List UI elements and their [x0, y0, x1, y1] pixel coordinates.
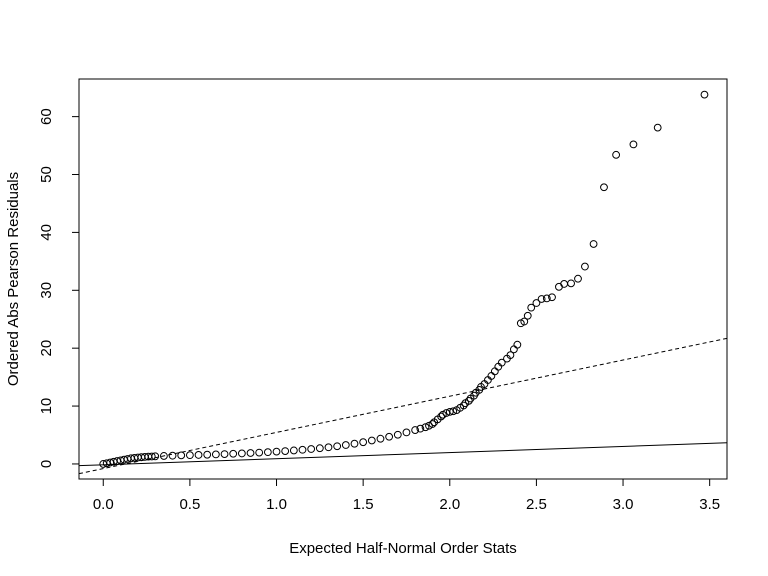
data-point — [574, 274, 582, 283]
x-tick-label: 1.5 — [353, 496, 374, 513]
x-axis: 0.0 0.5 1.0 1.5 2.0 2.5 3.0 3.5 — [93, 479, 720, 513]
data-point — [445, 407, 454, 416]
data-point — [442, 409, 451, 417]
data-point — [177, 451, 186, 460]
data-point — [159, 452, 168, 460]
y-tick-label: 40 — [38, 224, 55, 241]
data-point — [506, 351, 515, 360]
data-point — [151, 452, 160, 461]
data-point — [600, 183, 608, 192]
data-point — [350, 439, 359, 448]
data-point — [532, 299, 541, 307]
data-point — [307, 445, 316, 453]
data-point — [229, 449, 238, 458]
data-point — [298, 445, 307, 454]
data-point — [385, 432, 394, 441]
data-point — [402, 428, 411, 437]
data-point — [459, 401, 468, 410]
data-point — [376, 434, 385, 443]
data-point — [700, 90, 709, 99]
data-point — [449, 407, 458, 416]
data-point — [289, 446, 298, 455]
data-point — [567, 279, 575, 288]
data-point — [333, 442, 342, 451]
data-point — [581, 262, 589, 271]
y-tick-label: 30 — [38, 282, 55, 299]
x-tick-label: 2.0 — [439, 496, 460, 513]
data-point — [555, 282, 563, 291]
y-tick-label: 20 — [38, 340, 55, 357]
data-point — [548, 293, 556, 302]
data-point — [211, 450, 220, 459]
data-point — [246, 449, 255, 457]
data-point — [359, 438, 368, 447]
data-point — [324, 443, 333, 452]
data-point — [464, 396, 473, 405]
data-point — [315, 444, 324, 453]
y-tick-label: 0 — [38, 460, 55, 468]
data-point — [520, 317, 529, 326]
data-point — [653, 123, 662, 132]
x-axis-title: Expected Half-Normal Order Stats — [289, 540, 517, 557]
data-point — [411, 426, 420, 434]
data-point — [490, 367, 499, 376]
x-tick-label: 3.5 — [699, 496, 720, 513]
x-tick-label: 2.5 — [526, 496, 547, 513]
data-point — [523, 311, 532, 320]
data-point — [416, 424, 425, 433]
data-point — [220, 450, 229, 459]
y-tick-label: 60 — [38, 108, 55, 125]
data-point — [194, 451, 203, 459]
plot-box — [78, 78, 728, 480]
data-point — [272, 447, 281, 456]
data-points — [99, 90, 709, 468]
data-point — [589, 240, 598, 248]
data-point — [560, 280, 569, 288]
data-point — [542, 294, 551, 303]
data-point — [537, 295, 546, 303]
y-axis-title: Ordered Abs Pearson Residuals — [5, 172, 22, 386]
data-point — [367, 436, 376, 445]
data-point — [428, 420, 437, 428]
reference-line — [78, 442, 728, 467]
x-tick-label: 1.0 — [266, 496, 287, 513]
data-point — [185, 451, 194, 460]
data-point — [629, 140, 638, 149]
data-point — [281, 447, 290, 455]
data-point — [168, 451, 177, 460]
data-point — [513, 340, 522, 349]
data-point — [421, 423, 430, 432]
data-point — [497, 358, 506, 367]
data-point — [393, 430, 402, 439]
data-point — [509, 345, 518, 354]
envelope-line — [78, 337, 728, 475]
x-tick-label: 0.5 — [179, 496, 200, 513]
data-point — [203, 450, 212, 459]
data-point — [237, 449, 246, 458]
y-tick-label: 10 — [38, 398, 55, 415]
x-tick-label: 0.0 — [93, 496, 114, 513]
data-point — [255, 448, 264, 457]
y-tick-label: 50 — [38, 166, 55, 183]
data-point — [263, 448, 272, 457]
data-point — [437, 412, 446, 421]
y-axis: 0 10 20 30 40 50 60 — [38, 108, 79, 468]
x-tick-label: 3.0 — [613, 496, 634, 513]
data-point — [612, 150, 621, 159]
data-point — [341, 441, 350, 449]
data-point — [527, 303, 536, 312]
data-point — [147, 452, 156, 461]
